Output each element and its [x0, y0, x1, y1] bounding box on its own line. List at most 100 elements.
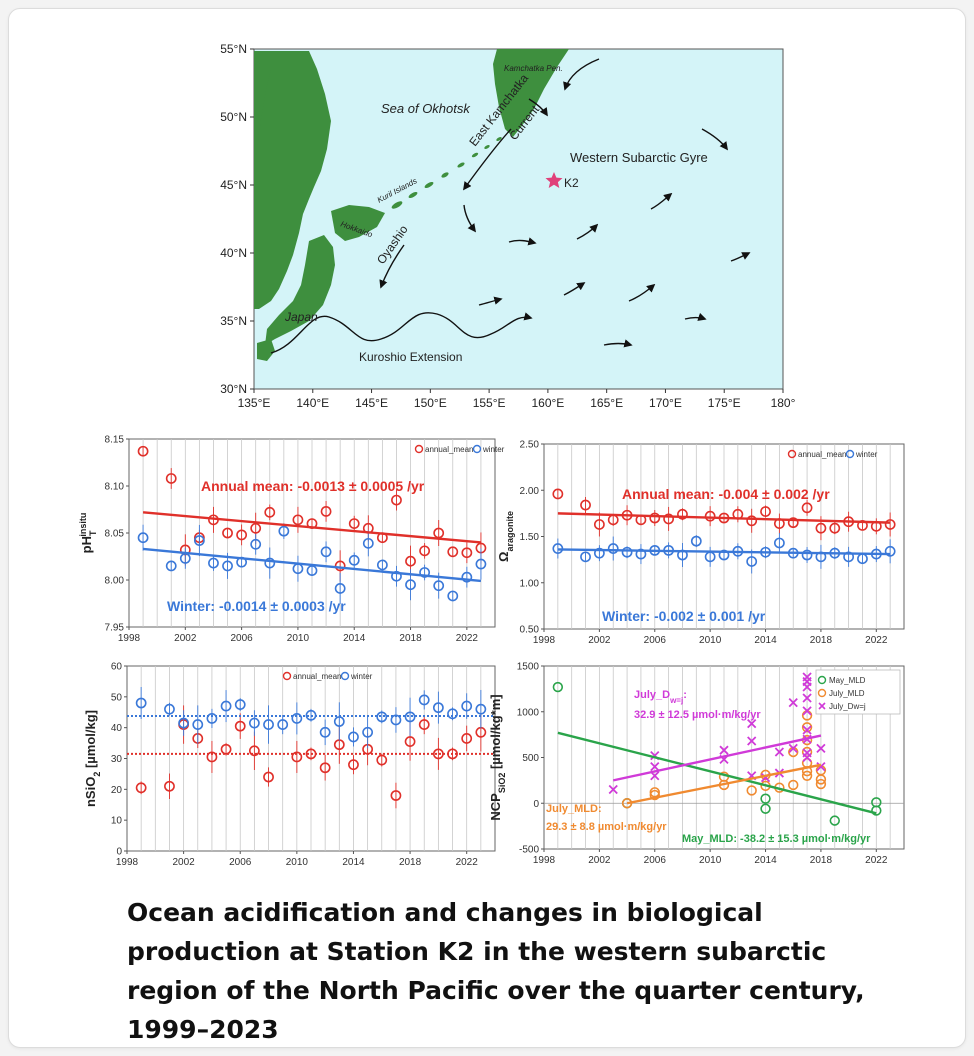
y-tick-label: 500 — [522, 753, 539, 764]
annual-trend-annotation: Annual mean: -0.0013 ± 0.0005 /yr — [201, 478, 425, 494]
winter-point — [362, 537, 374, 549]
winter-point — [621, 546, 633, 558]
map-lon-label: 140°E — [296, 396, 329, 410]
chart-ncp-sio2: 1998 2002 2006 2010 2014 2018 2022 1500 1000 500 0… — [488, 662, 905, 866]
y-tick-label: 1000 — [517, 707, 540, 718]
annual_mean-point — [319, 762, 331, 774]
x-tick-label: 2022 — [456, 633, 479, 644]
annual_mean-point — [348, 759, 359, 771]
y-axis-label: pHTinsitu — [78, 513, 98, 554]
winter-point — [376, 711, 388, 723]
winter-point — [250, 538, 262, 550]
annual_mean-point — [165, 473, 177, 484]
winter-point — [593, 547, 605, 559]
July_MLD-point — [746, 785, 757, 796]
map-label-western-subarctic-gyre: Western Subarctic Gyre — [570, 150, 708, 165]
winter-point — [320, 546, 332, 558]
winter-point — [192, 719, 204, 730]
winter-point — [607, 543, 619, 554]
legend-entry: annual_mean — [425, 445, 473, 454]
winter-point — [193, 535, 205, 546]
annual_mean-point — [348, 518, 360, 529]
annual_mean-point — [250, 522, 262, 534]
x-tick-label: 1998 — [118, 633, 141, 644]
annual_mean-point — [291, 751, 303, 763]
y-tick-label: 2.00 — [520, 486, 540, 497]
annual_mean-point — [419, 545, 431, 557]
July_MLD-point — [801, 770, 813, 781]
gyre-arrow-1 — [528, 98, 548, 117]
y-axis-label: nSiO2 [µmol/kg] — [83, 710, 102, 807]
kyushu-land — [257, 339, 275, 361]
map-lon-label: 175°E — [708, 396, 741, 410]
y-tick-label: 8.00 — [105, 576, 125, 587]
winter-point — [718, 549, 730, 561]
winter-point — [461, 700, 473, 712]
legend-marker — [340, 671, 350, 681]
annual_mean-point — [248, 745, 260, 757]
annual_mean-point — [884, 519, 896, 530]
july-dwnj-title-main: July_D — [634, 689, 670, 701]
legend-entry: annual_mean — [798, 450, 846, 459]
winter-trend-line — [142, 547, 482, 583]
July_Dw=j-point — [816, 743, 826, 753]
winter-point — [135, 697, 147, 709]
winter-point — [319, 726, 331, 738]
legend-marker — [818, 702, 826, 710]
map-lat-label: 55°N — [220, 42, 247, 56]
annual_mean-point — [418, 719, 430, 730]
current-arrows — [270, 58, 751, 354]
July_Dw=j-point — [802, 672, 812, 682]
annual_mean-point — [829, 522, 841, 534]
y-tick-label: 8.10 — [105, 482, 125, 493]
y-tick-label: 40 — [111, 723, 123, 734]
winter-point — [348, 731, 359, 743]
y-tick-label: 0 — [116, 847, 122, 858]
July_MLD-trend-line — [626, 763, 822, 805]
kamchatka-land — [493, 49, 569, 137]
oyashio-arrow-2 — [463, 204, 477, 233]
y-axis-label-tail: [µmol/kg*m] — [488, 694, 503, 772]
map-lon-label: 165°E — [590, 396, 623, 410]
legend-marker — [472, 444, 482, 454]
annual_mean-point — [164, 780, 175, 792]
x-tick-label: 2022 — [865, 635, 888, 646]
y-tick-label: 8.15 — [105, 435, 125, 446]
y-axis-label-main: nSiO — [83, 777, 98, 807]
x-tick-label: 2006 — [230, 633, 253, 644]
y-tick-label: 7.95 — [105, 623, 125, 634]
annual_mean-point — [552, 488, 564, 500]
winter-point — [362, 726, 374, 738]
annual_mean-point — [320, 505, 332, 517]
figure-canvas: Sea of Okhotsk Kamchatka Pen. East Kamch… — [78, 42, 905, 868]
May_MLD-trend-line — [557, 731, 877, 815]
winter-point — [137, 532, 149, 544]
july-dwnj-annotation-title: July_Dw=j: — [634, 689, 687, 705]
chart-nsio2: 1998 2002 2006 2010 2014 2018 2022605040302010… — [83, 662, 496, 868]
winter-point — [773, 537, 785, 549]
winter-point — [884, 545, 896, 557]
siberia-land — [254, 51, 279, 169]
winter-point — [222, 560, 233, 572]
winter-point — [418, 694, 430, 706]
y-axis-label-main: NCP — [488, 793, 503, 821]
july-mld-annotation-value: 29.3 ± 8.8 µmol·m/kg/yr — [546, 821, 667, 833]
winter-point — [475, 558, 487, 570]
annual_mean-point — [391, 494, 402, 506]
y-tick-label: 0.50 — [520, 625, 540, 636]
winter-point — [278, 525, 290, 537]
winter-point — [690, 535, 702, 547]
winter-point — [208, 557, 219, 569]
annual_mean-point — [137, 445, 149, 457]
map-lon-label: 180° — [771, 396, 796, 410]
winter-point — [405, 579, 416, 591]
map-landmasses — [254, 49, 569, 361]
July_Dw=j-point — [650, 762, 660, 772]
y-axis-label-sub: T — [88, 530, 98, 536]
July_Dw=j-point — [802, 693, 812, 703]
y-tick-label: 20 — [111, 785, 123, 796]
annual_mean-point — [135, 782, 147, 794]
x-tick-label: 2006 — [644, 855, 667, 866]
gyre-arrow-5 — [650, 192, 673, 210]
gyre-arrow-3 — [508, 237, 537, 246]
